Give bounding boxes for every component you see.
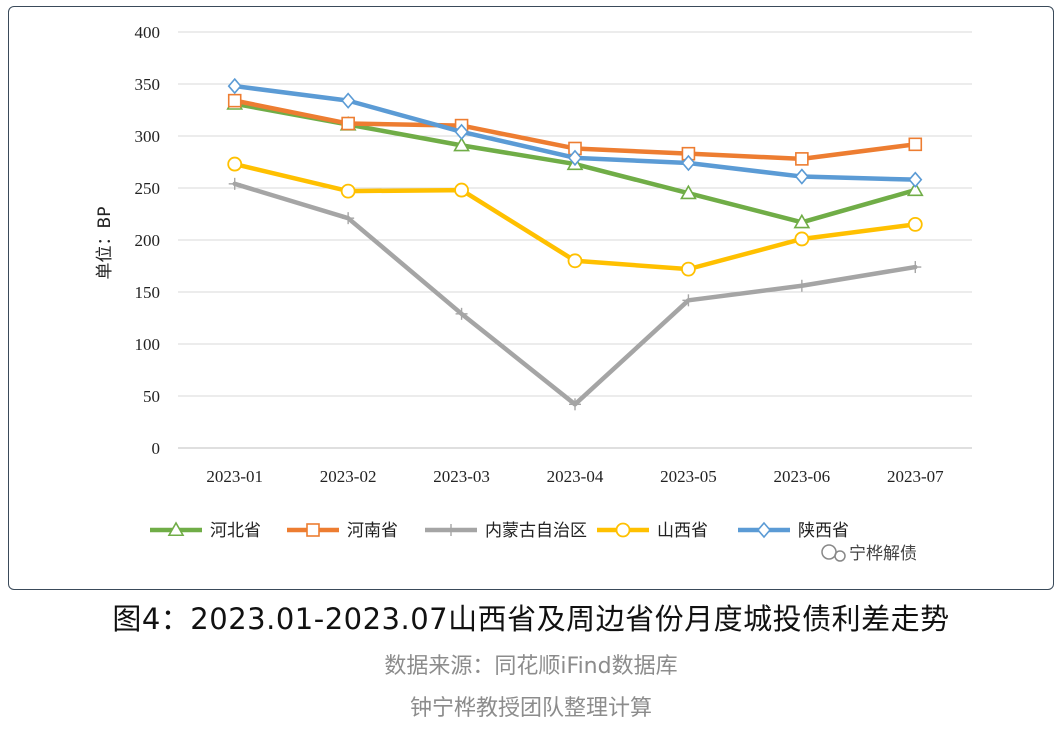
diamond-marker (681, 154, 696, 172)
diamond-marker (908, 171, 923, 188)
square-marker (227, 93, 242, 108)
plus-marker (569, 398, 581, 411)
triangle-marker (906, 181, 924, 197)
circle-marker (227, 156, 243, 172)
plus-marker (795, 279, 808, 292)
y-axis-label: 单位：BP (95, 207, 115, 280)
circle-marker (907, 216, 923, 232)
x-tick-label: 2023-01 (206, 467, 263, 486)
circle-marker (340, 183, 356, 199)
y-tick-label: 50 (143, 387, 160, 406)
triangle-marker (793, 213, 811, 229)
y-axis-ticks: 0 50 100 150 200 250 300 350 400 (135, 23, 161, 458)
series-3 (227, 156, 923, 277)
circle-marker (567, 253, 583, 269)
diamond-marker (567, 149, 583, 167)
circle-marker (615, 522, 631, 538)
circle-marker (454, 182, 469, 198)
square-marker (306, 523, 320, 537)
legend-label: 河南省 (347, 521, 398, 541)
circle-marker (681, 261, 696, 277)
x-tick-label: 2023-07 (887, 467, 944, 486)
plus-marker (342, 212, 355, 225)
diamond-marker (454, 123, 469, 141)
plus-marker (445, 524, 457, 536)
legend-item-3: 山西省 (597, 521, 708, 541)
y-tick-label: 200 (135, 231, 161, 250)
y-tick-label: 0 (152, 439, 161, 458)
series-1 (227, 93, 923, 166)
x-tick-label: 2023-03 (433, 467, 490, 486)
legend: 河北省 河南省 内蒙古自治区 山西省 陕西省 (150, 521, 849, 541)
grid-lines (178, 31, 972, 449)
wechat-icon-small (834, 550, 846, 562)
y-tick-label: 350 (135, 75, 161, 94)
x-tick-label: 2023-02 (320, 467, 377, 486)
triangle-marker (167, 521, 185, 537)
legend-item-2: 内蒙古自治区 (425, 521, 587, 541)
series-4 (227, 77, 923, 188)
legend-item-0: 河北省 (150, 521, 261, 541)
square-marker (341, 116, 355, 131)
watermark-text: 宁桦解债 (849, 544, 917, 564)
plus-marker (909, 261, 922, 274)
square-marker (795, 152, 809, 166)
x-tick-label: 2023-05 (660, 467, 717, 486)
wechat-icon (821, 544, 837, 560)
series-2 (228, 177, 922, 411)
plus-marker (455, 307, 468, 320)
legend-item-4: 陕西省 (738, 521, 849, 541)
legend-label: 内蒙古自治区 (485, 521, 587, 541)
figure-title: 图4：2023.01-2023.07山西省及周边省份月度城投债利差走势 (112, 602, 950, 636)
y-tick-label: 300 (135, 127, 161, 146)
legend-item-1: 河南省 (287, 521, 398, 541)
y-tick-label: 400 (135, 23, 161, 42)
diamond-marker (341, 92, 356, 109)
data-source: 数据来源：同花顺iFind数据库 (384, 654, 678, 679)
triangle-marker (453, 136, 470, 152)
diamond-marker (756, 521, 772, 539)
plus-marker (228, 177, 241, 190)
legend-label: 山西省 (657, 521, 708, 541)
circle-marker (794, 231, 810, 247)
legend-label: 河北省 (210, 521, 261, 541)
diamond-marker (794, 168, 809, 185)
triangle-marker (680, 184, 697, 200)
series-lines (226, 77, 924, 411)
plus-marker (682, 294, 695, 307)
x-tick-label: 2023-06 (774, 467, 831, 486)
x-axis-ticks: 2023-01 2023-02 2023-03 2023-04 2023-05 2023-… (206, 467, 944, 486)
author-note: 钟宁桦教授团队整理计算 (409, 696, 652, 721)
y-tick-label: 250 (135, 179, 161, 198)
x-tick-label: 2023-04 (547, 467, 604, 486)
square-marker (908, 137, 923, 152)
chart-frame (8, 6, 1054, 590)
legend-label: 陕西省 (798, 521, 849, 541)
y-tick-label: 150 (135, 283, 161, 302)
y-tick-label: 100 (135, 335, 161, 354)
watermark: 宁桦解债 (821, 544, 917, 564)
diamond-marker (227, 77, 242, 95)
